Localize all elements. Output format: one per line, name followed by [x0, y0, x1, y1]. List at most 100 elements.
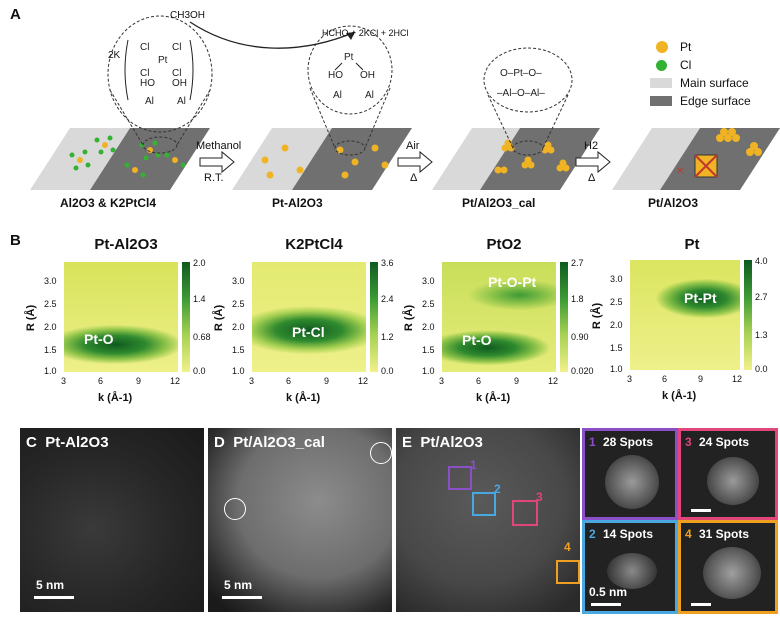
pt-small-clusters: [494, 139, 570, 174]
stage-label-3: Pt/Al2O3_cal: [462, 196, 536, 210]
scale-bar-inset-2: [591, 603, 621, 606]
ylabel-2: R (Å): [213, 304, 226, 332]
panel-d-label: D Pt/Al2O3_cal: [214, 434, 325, 451]
colorbar-1: [182, 262, 190, 372]
inset-4: 4 31 Spots: [678, 520, 778, 614]
map-title-4: Pt: [684, 236, 700, 253]
arrow-3-top: H2: [584, 140, 599, 152]
svg-text:Al: Al: [145, 96, 154, 107]
methanol-label: CH3OH: [170, 10, 206, 21]
svg-text:✕: ✕: [676, 166, 684, 177]
feature-pt-o-pt: Pt-O-Pt: [488, 274, 537, 290]
ylabel-1: R (Å): [25, 304, 38, 332]
svg-text:O–Pt–O–: O–Pt–O–: [500, 68, 542, 79]
svg-text:Al: Al: [177, 96, 186, 107]
arrow-1: [199, 150, 235, 174]
xlabel-1: k (Å-1): [98, 392, 133, 404]
arrow-1-bottom: R.T.: [204, 172, 224, 184]
svg-text:Cl: Cl: [140, 68, 149, 79]
pt-o-al-structure: O–Pt–O– –Al–O–Al–: [497, 68, 545, 99]
svg-text:Cl: Cl: [172, 42, 181, 53]
k2ptcl4-molecules: [69, 135, 186, 178]
panel-a-letter: A: [10, 6, 21, 23]
svg-text:OH: OH: [172, 78, 187, 89]
feature-pt-pt: Pt-Pt: [684, 290, 717, 306]
scale-bar-c: [34, 596, 74, 599]
edge-surface-swatch: [650, 96, 672, 106]
wt-map-4: Pt Pt-Pt 4.0 2.7 1.3 0.0 3.0 2.5 2.0 1.5…: [591, 236, 768, 402]
arrow-3-bottom: Δ: [588, 172, 596, 184]
surface-4: [612, 128, 780, 190]
svg-text:Al: Al: [333, 90, 342, 101]
legend-item-cl: Cl: [650, 56, 775, 74]
scale-text-c: 5 nm: [36, 578, 65, 592]
inset-1: 1 28 Spots: [582, 428, 678, 520]
legend-item-main: Main surface: [650, 74, 775, 92]
arrow-1-top: Methanol: [196, 140, 242, 152]
atom-cluster-1: [605, 455, 659, 509]
arrow-2-bottom: Δ: [410, 172, 418, 184]
feature-pt-cl: Pt-Cl: [292, 324, 325, 340]
highlight-circle-1: [224, 498, 246, 520]
arrow-3: [575, 150, 611, 174]
main-surface-swatch: [650, 78, 672, 88]
ptcl4-structure: Cl Cl Pt Cl Cl HO OH Al Al: [124, 39, 194, 107]
stage-label-1: Al2O3 & K2PtCl4: [60, 196, 157, 210]
ylabel-3: R (Å): [403, 304, 416, 332]
xlabel-2: k (Å-1): [286, 392, 321, 404]
map-plot-4: [630, 260, 740, 370]
pt-nanoparticles: ✕: [676, 128, 762, 178]
panel-e-label: E Pt/Al2O3: [402, 434, 483, 451]
scale-bar-inset-3: [691, 509, 711, 512]
colorbar-4: [744, 260, 752, 370]
colorbar-3: [560, 262, 568, 372]
roi-box-4[interactable]: [556, 560, 580, 584]
surface-2: [232, 128, 412, 190]
feature-pt-o-1: Pt-O: [84, 331, 114, 347]
atom-cluster-2: [607, 553, 657, 589]
pt-single-atoms: [261, 144, 389, 179]
xlabel-4: k (Å-1): [662, 390, 697, 402]
wt-map-2: K2PtCl4 Pt-Cl 3.6 2.4 1.2 0.0 3.0 2.5 2.…: [213, 236, 394, 404]
roi-box-1[interactable]: [448, 466, 472, 490]
stage-label-4: Pt/Al2O3: [648, 196, 699, 210]
panel-a-scheme: ✕ Cl Cl Pt Cl Cl HO OH Al Al Pt HO OH Al Al O–…: [30, 15, 780, 190]
scale-text-d: 5 nm: [224, 578, 253, 592]
atom-cluster-4: [703, 547, 761, 599]
map-plot-2: [252, 262, 366, 372]
colorbar-2: [370, 262, 378, 372]
roi-box-3[interactable]: [512, 500, 538, 526]
wt-map-3: PtO2 Pt-O-Pt Pt-O 2.7 1.8 0.90 0.020 3.0…: [403, 236, 594, 404]
arrow-2: [397, 150, 433, 174]
surface-3: [432, 128, 600, 190]
highlight-circle-2: [370, 442, 392, 464]
inset-3: 3 24 Spots: [678, 428, 778, 520]
svg-text:HO: HO: [328, 70, 343, 81]
svg-text:Cl: Cl: [140, 42, 149, 53]
ylabel-4: R (Å): [591, 302, 604, 330]
svg-text:Al: Al: [365, 90, 374, 101]
legend: Pt Cl Main surface Edge surface: [650, 38, 775, 110]
svg-text:Pt: Pt: [158, 55, 168, 66]
wt-map-1: Pt-Al2O3 Pt-O 2.0 1.4 0.68 0.0 3.0 2.5 2…: [25, 236, 211, 404]
svg-text:Cl: Cl: [172, 68, 181, 79]
map-plot-3: [442, 262, 556, 372]
stage-label-2: Pt-Al2O3: [272, 196, 323, 210]
svg-text:HO: HO: [140, 78, 155, 89]
map-title-1: Pt-Al2O3: [94, 236, 158, 253]
pt-oh-structure: Pt HO OH Al Al: [328, 52, 375, 101]
tem-image-d: D Pt/Al2O3_cal 5 nm: [208, 428, 392, 612]
legend-item-edge: Edge surface: [650, 92, 775, 110]
tem-image-c: C Pt-Al2O3 5 nm: [20, 428, 204, 612]
map-title-3: PtO2: [486, 236, 522, 253]
xlabel-3: k (Å-1): [476, 392, 511, 404]
svg-text:OH: OH: [360, 70, 375, 81]
panel-c-label: C Pt-Al2O3: [26, 434, 109, 451]
coef-2k: 2K: [108, 50, 121, 61]
inset-scale-text: 0.5 nm: [589, 585, 628, 599]
surface-1: [30, 128, 210, 190]
svg-text:–Al–O–Al–: –Al–O–Al–: [497, 88, 545, 99]
map-title-2: K2PtCl4: [285, 236, 343, 253]
scale-bar-d: [222, 596, 262, 599]
roi-box-2[interactable]: [472, 492, 496, 516]
